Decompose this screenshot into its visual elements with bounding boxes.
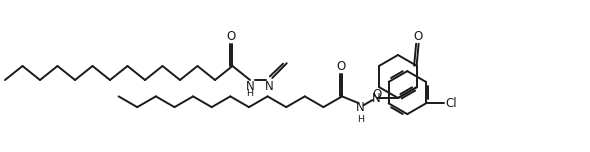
Text: O: O	[227, 30, 236, 43]
Text: N: N	[265, 81, 274, 93]
Text: H: H	[247, 88, 254, 97]
Text: O: O	[336, 60, 346, 73]
Text: H: H	[357, 115, 364, 124]
Text: N: N	[356, 101, 365, 114]
Text: Cl: Cl	[445, 97, 457, 110]
Text: O: O	[413, 30, 422, 43]
Text: O: O	[373, 88, 382, 101]
Text: N: N	[372, 92, 381, 105]
Text: N: N	[245, 81, 254, 93]
